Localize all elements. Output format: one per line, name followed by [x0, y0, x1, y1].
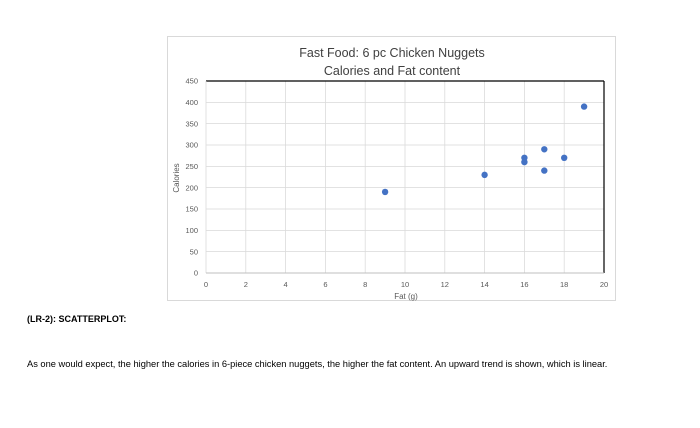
y-tick-label-150: 150 — [185, 205, 198, 214]
x-tick-label-4: 4 — [284, 280, 288, 289]
x-tick-label-8: 8 — [363, 280, 367, 289]
chart-title-line-1: Fast Food: 6 pc Chicken Nuggets — [299, 46, 485, 60]
x-axis-title: Fat (g) — [394, 292, 418, 301]
data-point-2 — [481, 171, 488, 179]
y-tick-label-250: 250 — [185, 162, 198, 171]
section-label: (LR-2): SCATTERPLOT: — [27, 314, 127, 324]
y-tick-label-300: 300 — [185, 141, 198, 150]
data-point-6 — [541, 146, 548, 153]
y-tick-label-400: 400 — [185, 98, 198, 107]
chart-description: As one would expect, the higher the calo… — [27, 359, 608, 369]
grid-lines — [206, 80, 605, 273]
x-tick-label-6: 6 — [323, 280, 327, 289]
y-tick-label-0: 0 — [194, 269, 198, 278]
x-tick-label-18: 18 — [560, 280, 568, 289]
y-axis-title: Calories — [172, 163, 181, 192]
x-tick-label-16: 16 — [520, 280, 528, 289]
chart-title-line-2: Calories and Fat content — [324, 64, 461, 78]
data-point-4 — [521, 154, 528, 161]
data-point-8 — [580, 103, 588, 110]
y-tick-label-350: 350 — [185, 119, 198, 128]
data-point-1 — [381, 188, 389, 196]
x-tick-label-0: 0 — [204, 280, 208, 289]
data-points — [381, 103, 588, 196]
data-point-7 — [561, 154, 568, 161]
x-tick-label-12: 12 — [441, 280, 449, 289]
y-tick-label-200: 200 — [185, 183, 198, 192]
x-tick-label-14: 14 — [480, 280, 488, 289]
y-tick-label-100: 100 — [185, 226, 198, 235]
chart-container: Fast Food: 6 pc Chicken Nuggets Calories… — [167, 36, 616, 301]
axes — [205, 80, 605, 274]
y-tick-label-450: 450 — [185, 77, 198, 86]
data-point-5 — [541, 167, 548, 174]
x-tick-label-20: 20 — [600, 280, 608, 289]
x-tick-label-2: 2 — [244, 280, 248, 289]
y-tick-label-50: 50 — [190, 247, 198, 256]
scatter-chart: Fast Food: 6 pc Chicken Nuggets Calories… — [172, 46, 608, 301]
x-tick-label-10: 10 — [401, 280, 409, 289]
tick-labels: 0 2 4 6 8 10 12 14 16 18 2005010015020025030035040… — [185, 77, 608, 289]
